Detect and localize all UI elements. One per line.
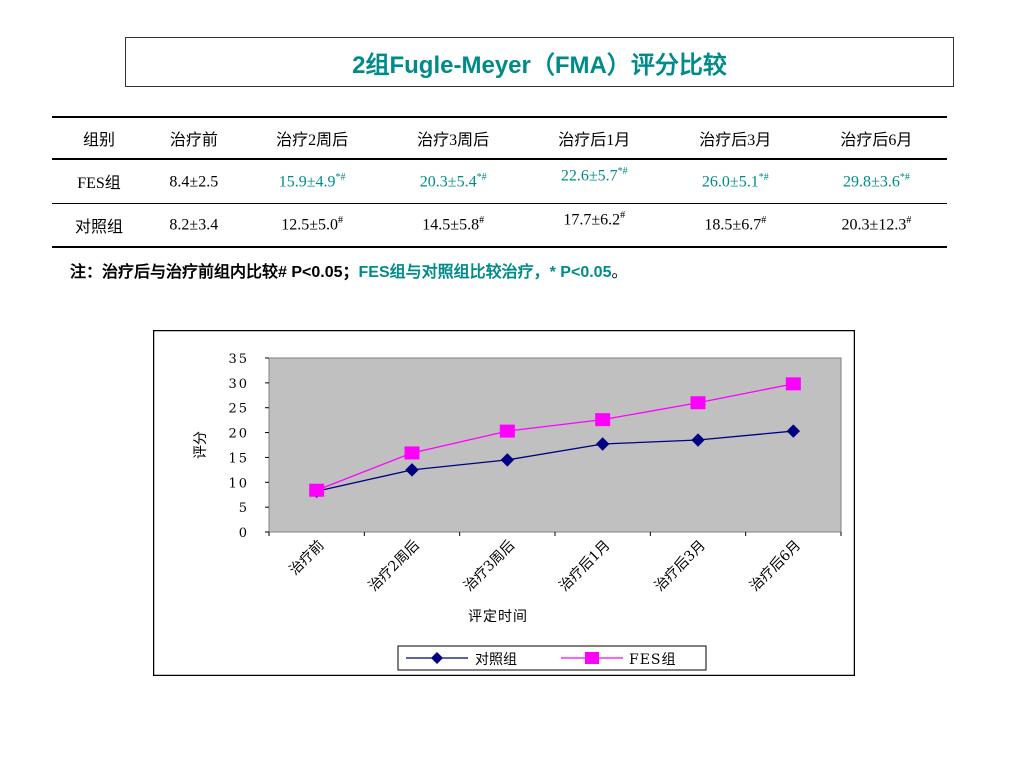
group-label: FES组 — [77, 175, 121, 193]
fes-point — [309, 483, 325, 497]
table-cell: 29.8±3.6*# — [843, 171, 910, 190]
control-point — [500, 453, 515, 467]
legend-label: 对照组 — [475, 652, 517, 668]
table-cell: 22.6±5.7*# — [560, 166, 628, 185]
title-box: 2组Fugle-Meyer（FMA）评分比较 — [125, 37, 954, 87]
table-header-cell: 治疗后1月 — [558, 132, 631, 149]
legend-marker — [431, 652, 443, 664]
footnote-part-1: 注：治疗后与治疗前组内比较# P<0.05； — [70, 264, 359, 281]
y-tick-label: 30 — [228, 377, 249, 392]
table-cell: 20.3±5.4*# — [419, 171, 487, 190]
y-tick-label: 5 — [239, 501, 249, 516]
group-label: 对照组 — [75, 218, 124, 236]
table-cell: 14.5±5.8# — [422, 215, 485, 234]
slide-title: 2组Fugle-Meyer（FMA）评分比较 — [352, 51, 727, 79]
y-axis-title: 评分 — [193, 431, 209, 459]
series-line — [316, 430, 794, 492]
table-header-cell: 治疗3周后 — [417, 132, 490, 149]
table-header-cell: 治疗后6月 — [840, 132, 913, 149]
y-tick-label: 20 — [228, 427, 249, 442]
table-cell: 18.5±6.7# — [704, 215, 767, 234]
y-tick-label: 35 — [228, 352, 249, 367]
fes-point — [690, 396, 706, 410]
fma-score-table: 组别 治疗前 治疗2周后 治疗3周后 治疗后1月 治疗后3月 治疗后6月 FES… — [52, 116, 947, 248]
plot-area — [268, 357, 842, 533]
control-point — [595, 437, 610, 451]
control-point — [786, 424, 801, 438]
y-tick-label: 10 — [228, 476, 249, 491]
x-axis-title: 评定时间 — [468, 609, 528, 625]
legend-box — [397, 645, 707, 671]
fes-point — [595, 413, 611, 427]
y-tick-label: 25 — [228, 402, 249, 417]
fes-point — [785, 377, 801, 391]
y-tick-label: 0 — [239, 526, 249, 541]
table-cell: 17.7±6.2# — [563, 209, 626, 228]
table-header-cell: 组别 — [83, 132, 116, 149]
table-header-cell: 治疗前 — [169, 132, 218, 149]
table-row-fes: FES组 8.4±2.5 15.9±4.9*# 20.3±5.4*# 22.6±… — [52, 159, 947, 203]
table-header-cell: 治疗后3月 — [699, 132, 772, 149]
table-cell: 8.4±2.5 — [169, 172, 219, 190]
control-point — [405, 463, 419, 477]
fes-point — [404, 446, 420, 460]
footnote-part-3: 。 — [611, 264, 628, 281]
table-cell: 12.5±5.0# — [281, 215, 344, 234]
table-row-control: 对照组 8.2±3.4 12.5±5.0# 14.5±5.8# 17.7±6.2… — [52, 203, 947, 247]
control-point — [691, 433, 705, 447]
fes-point — [499, 424, 515, 438]
table-cell: 26.0±5.1*# — [701, 171, 769, 190]
table-cell: 15.9±4.9*# — [278, 171, 346, 190]
legend-marker — [585, 652, 599, 664]
y-tick-label: 15 — [228, 451, 249, 466]
legend-label: FES组 — [629, 652, 677, 668]
table-cell: 20.3±12.3# — [841, 215, 912, 234]
footnote: 注：治疗后与治疗前组内比较# P<0.05；FES组与对照组比较治疗，* P<0… — [70, 258, 627, 282]
footnote-part-2: FES组与对照组比较治疗，* P<0.05 — [358, 264, 612, 281]
table-cell: 8.2±3.4 — [169, 216, 219, 234]
fma-line-chart: 0 5 10 15 20 25 30 35 治疗前 治疗2周后 治疗3周后 治疗后1月 治疗后3月 治疗后… — [153, 330, 855, 676]
table-header-cell: 治疗2周后 — [276, 132, 349, 149]
table-header-row: 组别 治疗前 治疗2周后 治疗3周后 治疗后1月 治疗后3月 治疗后6月 — [52, 117, 947, 159]
series-line — [316, 383, 794, 491]
